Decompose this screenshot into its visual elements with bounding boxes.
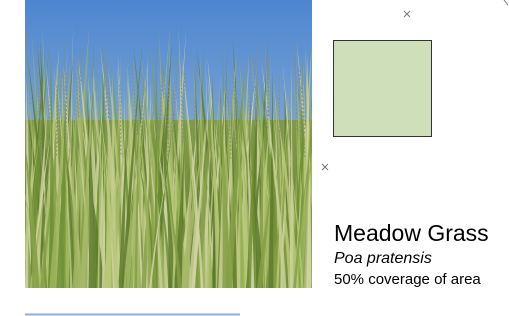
coverage-text: 50% coverage of area — [334, 271, 481, 288]
grass-photo — [25, 0, 312, 288]
color-swatch — [333, 40, 432, 137]
page: Meadow Grass Poa pratensis 50% coverage … — [0, 0, 509, 316]
scientific-name: Poa pratensis — [334, 250, 432, 268]
plant-name: Meadow Grass — [334, 220, 489, 247]
